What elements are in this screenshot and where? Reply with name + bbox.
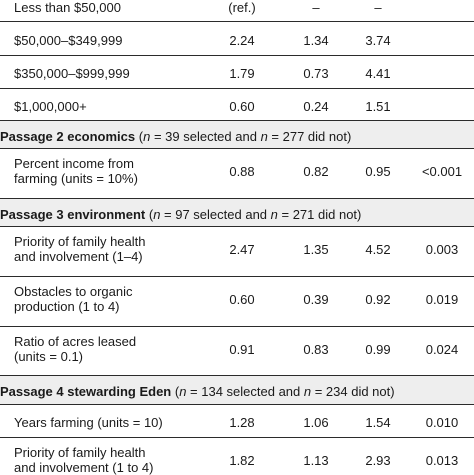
table-row: Less than $50,000 (ref.) – – (0, 0, 474, 21)
table-row: Priority of family health and involvement… (0, 226, 474, 277)
table-row: Percent income from farming (units = 10%)… (0, 148, 474, 199)
row-label-line: Years farming (units = 10) (14, 415, 163, 430)
odds-ratio-value: 1.79 (229, 66, 255, 81)
row-label-line: Priority of family health (14, 234, 146, 249)
row-label: $50,000–$349,999 (14, 33, 122, 48)
ci-lower-value: 0.83 (303, 342, 329, 357)
row-label: Ratio of acres leased (units = 0.1) (14, 334, 136, 364)
row-label-line: and involvement (1 to 4) (14, 460, 154, 475)
odds-ratio-value: 1.82 (229, 453, 255, 468)
section-title: Passage 4 stewarding Eden (n = 134 selec… (0, 384, 395, 399)
row-label: Priority of family health and involvement… (14, 445, 153, 475)
ci-upper-value: 2.93 (365, 453, 391, 468)
row-label-line: Priority of family health (14, 445, 146, 460)
row-label-line: and involvement (1–4) (14, 249, 143, 264)
row-label-line: (units = 0.1) (14, 349, 84, 364)
p-value: 0.019 (425, 292, 459, 307)
row-label: $350,000–$999,999 (14, 66, 130, 81)
p-value: 0.024 (425, 342, 459, 357)
section-title-text: Passage 2 economics (0, 129, 136, 144)
ci-upper-value: 4.52 (365, 242, 391, 257)
ci-upper-value: 0.99 (365, 342, 391, 357)
p-value: 0.013 (425, 453, 459, 468)
p-value: <0.001 (421, 164, 463, 179)
ci-upper-value: 0.95 (365, 164, 391, 179)
ci-upper-value: 3.74 (365, 33, 391, 48)
row-label-line: $1,000,000+ (14, 99, 87, 114)
section-header-row: Passage 2 economics (n = 39 selected and… (0, 120, 474, 149)
row-label-line: Obstacles to organic (14, 284, 133, 299)
odds-ratio-value: 0.88 (229, 164, 255, 179)
section-sample-note: (n = 97 selected and n = 271 did not) (145, 207, 362, 222)
section-title: Passage 2 economics (n = 39 selected and… (0, 129, 351, 144)
odds-ratio-value: 2.24 (229, 33, 255, 48)
table-row: $1,000,000+ 0.60 0.24 1.51 (0, 88, 474, 121)
section-header-row: Passage 4 stewarding Eden (n = 134 selec… (0, 375, 474, 405)
ci-lower-value: 0.82 (303, 164, 329, 179)
row-label-line: Ratio of acres leased (14, 334, 137, 349)
odds-ratio-value: 2.47 (229, 242, 255, 257)
ci-upper-value: 1.51 (365, 99, 391, 114)
ci-lower-value: 1.35 (303, 242, 329, 257)
section-sample-note: (n = 39 selected and n = 277 did not) (135, 129, 352, 144)
ci-lower-value: 0.24 (303, 99, 329, 114)
section-header-row: Passage 3 environment (n = 97 selected a… (0, 198, 474, 227)
table-row: Priority of family health and involvement… (0, 437, 474, 475)
odds-ratio-value: (ref.) (228, 0, 256, 15)
ci-lower-value: 0.39 (303, 292, 329, 307)
ci-upper-value: – (374, 0, 382, 15)
ci-lower-value: 1.34 (303, 33, 329, 48)
ci-lower-value: 0.73 (303, 66, 329, 81)
section-title: Passage 3 environment (n = 97 selected a… (0, 207, 361, 222)
row-label: Obstacles to organic production (1 to 4) (14, 284, 133, 314)
p-value: 0.003 (425, 242, 459, 257)
ci-lower-value: – (312, 0, 320, 15)
ci-upper-value: 4.41 (365, 66, 391, 81)
ci-lower-value: 1.13 (303, 453, 329, 468)
row-label-line: $350,000–$999,999 (14, 66, 130, 81)
row-label: Priority of family health and involvement… (14, 234, 146, 264)
ci-lower-value: 1.06 (303, 415, 329, 430)
row-label-line: production (1 to 4) (14, 299, 120, 314)
table-row: Years farming (units = 10) 1.28 1.06 1.54 0.… (0, 404, 474, 438)
section-title-text: Passage 4 stewarding Eden (0, 384, 172, 399)
row-label-line: $50,000–$349,999 (14, 33, 123, 48)
row-label: $1,000,000+ (14, 99, 87, 114)
row-label-line: farming (units = 10%) (14, 171, 138, 186)
odds-ratio-value: 1.28 (229, 415, 255, 430)
table-row: Ratio of acres leased (units = 0.1) 0.91 0.… (0, 326, 474, 376)
ci-upper-value: 0.92 (365, 292, 391, 307)
odds-ratio-value: 0.91 (229, 342, 255, 357)
odds-ratio-value: 0.60 (229, 99, 255, 114)
table-row: $50,000–$349,999 2.24 1.34 3.74 (0, 21, 474, 56)
row-label: Percent income from farming (units = 10%) (14, 156, 138, 186)
table-row: $350,000–$999,999 1.79 0.73 4.41 (0, 55, 474, 89)
row-label-line: Less than $50,000 (14, 0, 121, 15)
p-value: 0.010 (425, 415, 459, 430)
row-label: Less than $50,000 (14, 0, 121, 15)
table-row: Obstacles to organic production (1 to 4) 0… (0, 276, 474, 327)
row-label-line: Percent income from (14, 156, 134, 171)
row-label: Years farming (units = 10) (14, 415, 163, 430)
odds-ratio-value: 0.60 (229, 292, 255, 307)
section-title-text: Passage 3 environment (0, 207, 146, 222)
ci-upper-value: 1.54 (365, 415, 391, 430)
section-sample-note: (n = 134 selected and n = 234 did not) (171, 384, 395, 399)
